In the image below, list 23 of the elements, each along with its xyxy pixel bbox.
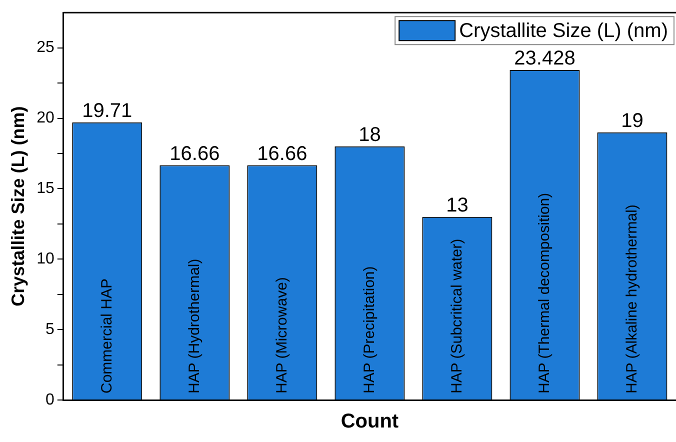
x-tick-label: HAP (Hydrothermal)	[186, 258, 203, 394]
x-tick-label: HAP (Thermal decomposition)	[536, 192, 553, 394]
x-tick-label: HAP (Microwave)	[273, 277, 290, 394]
y-tick-label: 10	[36, 250, 54, 268]
y-axis-title: Crystallite Size (L) (nm)	[8, 106, 28, 306]
data-label: 16.66	[257, 142, 308, 165]
x-tick-label: Commercial HAP	[98, 278, 116, 394]
x-tick-label: HAP (Precipitation)	[360, 266, 378, 394]
data-label: 23.428	[514, 47, 576, 70]
x-axis-title: Count	[340, 410, 399, 433]
data-label: 19	[621, 110, 644, 132]
data-label: 18	[358, 124, 381, 146]
x-tick-label: HAP (Alkaline hydrothermal)	[623, 204, 640, 394]
legend-label: Crystallite Size (L) (nm)	[459, 20, 668, 42]
data-label: 13	[446, 194, 468, 216]
y-tick-label: 5	[45, 320, 54, 338]
y-tick-label: 20	[36, 110, 54, 127]
x-tick-label: HAP (Subcritical water)	[448, 238, 466, 394]
data-label: 19.71	[82, 100, 132, 122]
y-tick-label: 0	[45, 391, 54, 408]
y-tick-label: 25	[36, 39, 54, 56]
data-label: 16.66	[170, 142, 220, 165]
y-tick-label: 15	[36, 180, 54, 198]
